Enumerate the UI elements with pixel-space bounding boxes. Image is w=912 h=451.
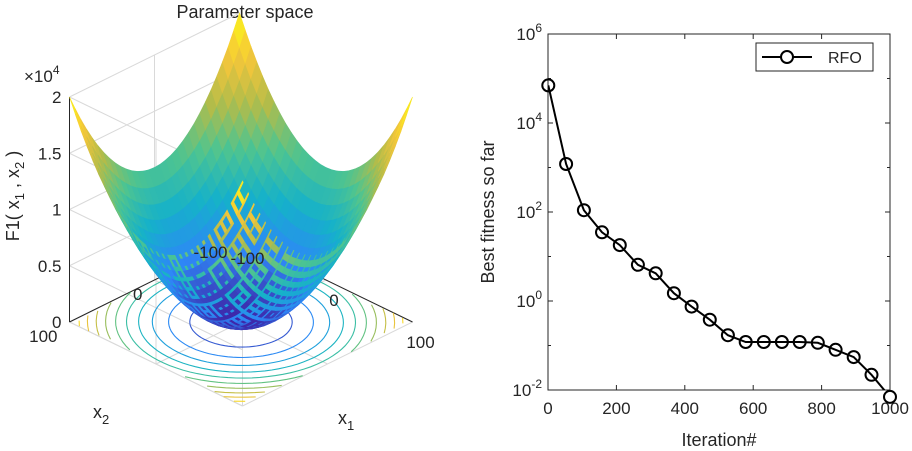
data-point (702, 312, 717, 327)
axis-ticks (547, 33, 891, 391)
y-tick-label: 100 (516, 288, 542, 311)
surface-title: Parameter space (176, 2, 313, 22)
x1-tick-label: 100 (406, 333, 434, 352)
floor-gridline (242, 321, 413, 407)
data-point (810, 335, 825, 350)
data-point (612, 238, 627, 253)
y-tick-labels: 10-2 100 102 104 106 (512, 21, 542, 400)
legend-marker (780, 50, 794, 64)
data-point (559, 157, 574, 171)
y-axis-label: Best fitness so far (478, 140, 498, 283)
y-tick-label: 104 (516, 110, 542, 133)
x1-tick-label: 0 (329, 291, 338, 310)
z-axis-label: F1( x1 , x2 ) (3, 151, 27, 242)
z-tick-label: 0.5 (38, 257, 62, 276)
surface-mesh (69, 12, 413, 331)
data-point (864, 367, 879, 382)
x1-axis-label: x1 (338, 408, 354, 433)
z-exponent-label: ×104 (24, 63, 60, 86)
z-tick-label: 0 (52, 313, 61, 332)
data-point (595, 225, 609, 240)
z-tick-label: 1.5 (38, 144, 62, 163)
data-point (684, 299, 699, 314)
x-tick-labels: 0 200 400 600 800 1000 (543, 399, 909, 418)
surface-patch (395, 108, 407, 137)
data-point (792, 335, 807, 349)
convergence-chart: 0 200 400 600 800 1000 10-2 100 102 104 106 Itera… (478, 21, 909, 450)
x-tick-label: 200 (602, 399, 630, 418)
x-tick-label: 0 (543, 399, 552, 418)
contour-line (86, 246, 396, 398)
contour-line (115, 260, 367, 384)
contour-line (105, 255, 377, 389)
z-tick-labels: 0 0.5 1 1.5 2 (38, 88, 62, 332)
data-point (774, 335, 789, 349)
x2-tick-label: 100 (29, 327, 57, 346)
x-tick-label: 600 (739, 399, 767, 418)
data-point (846, 350, 861, 365)
data-point (756, 335, 771, 349)
legend: RFO (755, 42, 874, 72)
floor-gridline (69, 321, 243, 407)
data-point (541, 78, 556, 93)
x-tick-label: 1000 (871, 399, 909, 418)
contour-line (78, 242, 404, 402)
surface-patch (400, 96, 413, 127)
data-point (648, 266, 663, 281)
rfo-series-line (548, 85, 886, 390)
x1-tick-labels: -100 0 100 (230, 249, 434, 352)
data-point (720, 328, 735, 343)
contour-lines (78, 242, 404, 402)
plot-area (547, 33, 891, 391)
contour-line (95, 250, 387, 394)
data-point (738, 335, 753, 349)
x2-tick-label: 0 (133, 285, 142, 304)
data-point (828, 342, 843, 357)
x-axis-label: Iteration# (681, 430, 756, 450)
contour-line (125, 265, 357, 379)
x-tick-label: 400 (671, 399, 699, 418)
x1-tick-label: -100 (230, 249, 264, 268)
z-tick-label: 2 (52, 88, 61, 107)
x2-tick-labels: 1000-100 (29, 243, 227, 346)
legend-label: RFO (828, 50, 862, 67)
y-tick-label: 106 (516, 21, 542, 44)
y-tick-label: 10-2 (512, 377, 542, 400)
y-tick-label: 102 (516, 199, 542, 222)
data-point (576, 203, 591, 218)
rfo-series-markers (541, 78, 897, 404)
x2-axis-label: x2 (93, 402, 109, 427)
data-point (630, 257, 645, 272)
data-point (883, 389, 897, 404)
data-point (666, 286, 681, 301)
z-tick-label: 1 (52, 201, 61, 220)
x-tick-label: 800 (807, 399, 835, 418)
surface-chart: Parameter space ×104 00.511.52 -1000100 … (3, 2, 435, 433)
x2-tick-label: -100 (193, 243, 227, 262)
